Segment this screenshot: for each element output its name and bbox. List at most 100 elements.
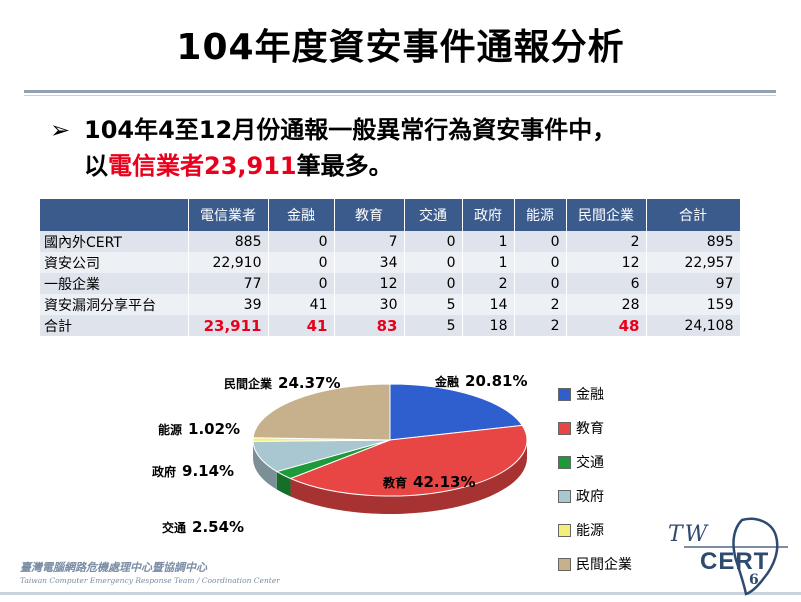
table-cell: 5 [404,315,463,336]
table-cell: 5 [404,294,463,315]
legend-item: 政府 [558,486,668,520]
page-number: 6 [749,572,759,588]
total-cell-highlight: 23,911 [188,315,269,336]
table-cell: 2 [462,273,515,294]
pie-label-category: 民間企業 [224,376,273,391]
legend-swatch [558,524,571,537]
table-cell: 0 [268,231,335,252]
table-row: 國內外CERT 885 0 7 0 1 0 2 895 [40,231,741,252]
pie-label-category: 政府 [152,464,176,479]
table-total-row: 合計 23,911 41 83 5 18 2 48 24,108 [40,315,741,336]
pie-label-value: 2.54% [192,518,244,536]
pie-slice [252,383,391,441]
total-cell-highlight: 41 [268,315,335,336]
table-corner [40,199,189,231]
logo-tw-text: TW [668,522,710,547]
pie-slice [289,424,528,497]
table-cell: 97 [646,273,741,294]
incident-table: 電信業者 金融 教育 交通 政府 能源 民間企業 合計 國內外CERT 885 … [40,199,741,336]
legend-item: 交通 [558,452,668,486]
column-header: 民間企業 [566,199,647,231]
row-label: 一般企業 [40,273,189,294]
table-cell: 0 [514,273,567,294]
pie-slice [275,439,391,480]
row-label: 國內外CERT [40,231,189,252]
pie-label-value: 42.13% [413,473,475,491]
table-row: 資安公司 22,910 0 34 0 1 0 12 22,957 [40,252,741,273]
pie-slice-side [253,441,277,490]
table-cell: 22,957 [646,252,741,273]
table-cell: 2 [566,231,647,252]
table-header-row: 電信業者 金融 教育 交通 政府 能源 民間企業 合計 [40,199,741,231]
pie-data-label: 教育 42.13% [382,473,476,491]
footer-org-english: Taiwan Computer Emergency Response Team … [20,576,280,585]
table-cell: 28 [566,294,647,315]
legend-swatch [558,558,571,571]
footer-org-chinese: 臺灣電腦網路危機處理中心暨協調中心 [20,561,207,574]
legend-item: 民間企業 [558,554,668,588]
table-cell: 0 [268,273,335,294]
pie-slice [389,383,524,441]
row-label: 資安公司 [40,252,189,273]
table-cell: 18 [462,315,515,336]
table-row: 一般企業 77 0 12 0 2 0 6 97 [40,273,741,294]
logo-cert-text: CERT [700,548,770,575]
table-cell: 77 [188,273,269,294]
total-cell-highlight: 83 [334,315,405,336]
legend-label: 教育 [576,421,604,437]
bullet-suffix: 筆最多。 [296,152,393,180]
bullet-line-2: 以電信業者23,911筆最多。 [84,148,784,184]
table-cell: 6 [566,273,647,294]
column-header: 政府 [462,199,515,231]
legend-swatch [558,456,571,469]
table-cell: 1 [462,231,515,252]
legend-item: 能源 [558,520,668,554]
table-cell: 0 [404,252,463,273]
bullet-highlight: 電信業者23,911 [108,152,297,180]
pie-label-category: 能源 [158,422,182,437]
table-cell: 1 [462,252,515,273]
table-cell: 24,108 [646,315,741,336]
table-cell: 41 [268,294,335,315]
column-header: 電信業者 [188,199,269,231]
column-header: 金融 [268,199,335,231]
column-header: 交通 [404,199,463,231]
table-cell: 39 [188,294,269,315]
pie-label-value: 9.14% [182,462,234,480]
legend-label: 政府 [576,489,604,505]
table-cell: 7 [334,231,405,252]
taiwan-outline-icon [684,517,788,596]
table-cell: 0 [268,252,335,273]
table-cell: 2 [514,294,567,315]
legend-swatch [558,422,571,435]
table-cell: 30 [334,294,405,315]
legend-label: 民間企業 [576,557,632,573]
pie-label-value: 24.37% [278,374,340,392]
pie-slice-side [290,440,527,514]
table-cell: 0 [514,252,567,273]
row-label: 資安漏洞分享平台 [40,294,189,315]
row-label: 合計 [40,315,189,336]
legend-label: 能源 [576,523,604,539]
pie-slice [252,437,391,442]
slide-title: 104年度資安事件通報分析 [176,27,625,68]
bullet-arrow-icon: ➢ [50,116,71,144]
table-cell: 159 [646,294,741,315]
twcert-logo: TW CERT [664,514,794,596]
title-divider [24,90,776,93]
legend-item: 金融 [558,384,668,418]
pie-data-label: 能源 1.02% [158,420,240,438]
table-cell: 2 [514,315,567,336]
bullet-line-1: 104年4至12月份通報一般異常行為資安事件中， [84,116,617,144]
total-cell-highlight: 48 [566,315,647,336]
pie-side-walls [253,440,527,514]
pie-data-label: 金融 20.81% [434,372,528,390]
title-divider-thin [24,95,776,96]
footer-bar [0,592,801,595]
table-cell: 0 [404,231,463,252]
table-cell: 12 [566,252,647,273]
table-cell: 0 [514,231,567,252]
table-cell: 885 [188,231,269,252]
pie-label-value: 20.81% [465,372,527,390]
